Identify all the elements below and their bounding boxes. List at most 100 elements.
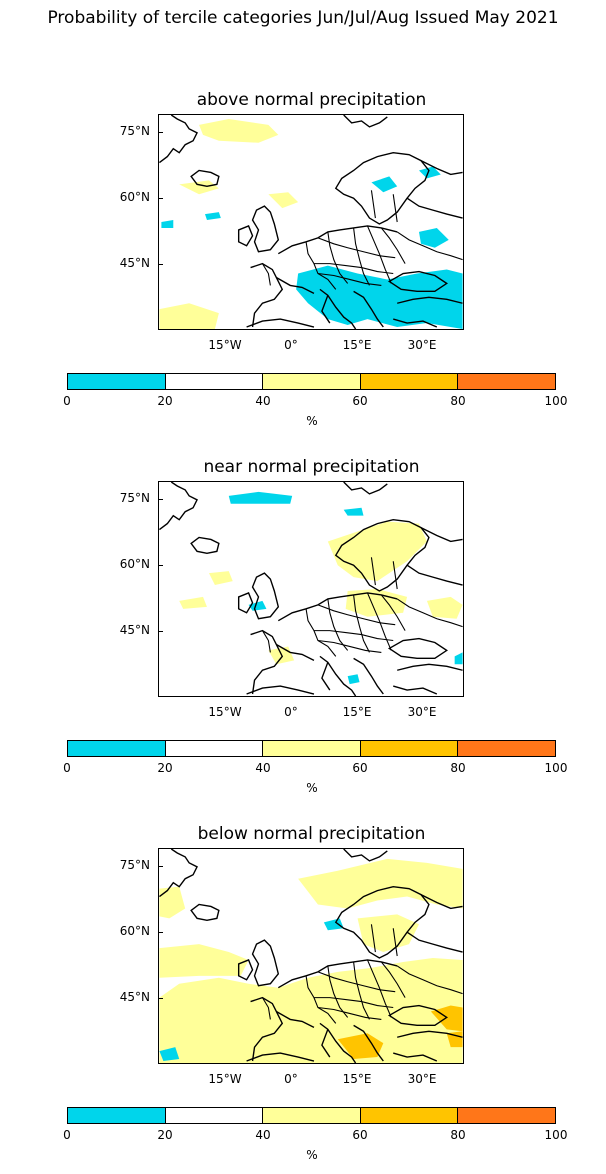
longitude-label: 0° [284, 1072, 298, 1086]
longitude-label: 0° [284, 705, 298, 719]
colorbar-segment [360, 741, 459, 756]
latitude-tick [158, 932, 163, 933]
colorbar-segment [458, 374, 555, 389]
colorbar-tick-label: 0 [63, 761, 71, 775]
colorbar-segment [458, 741, 555, 756]
coastline [397, 296, 463, 304]
country-border [396, 965, 463, 995]
panel-title: below normal precipitation [197, 824, 426, 844]
colorbar-segment [360, 1108, 459, 1123]
country-border [317, 604, 396, 626]
coastline [321, 662, 331, 691]
coastline [387, 270, 448, 293]
probability-region [446, 1031, 463, 1048]
probability-region [159, 1047, 180, 1062]
latitude-label: 75°N [119, 491, 150, 505]
probability-region [159, 886, 186, 919]
country-border [313, 263, 394, 275]
probability-region [248, 600, 267, 611]
probability-region [268, 192, 299, 209]
colorbar-segment [458, 1108, 555, 1123]
coastline [250, 262, 284, 328]
country-border [392, 194, 398, 223]
map-svg [159, 849, 463, 1063]
coastline [397, 1030, 463, 1038]
coastline [251, 572, 280, 620]
latitude-tick [158, 198, 163, 199]
longitude-label: 15°E [342, 705, 372, 719]
probability-region [454, 652, 463, 665]
coastline [343, 849, 388, 862]
probability-region [418, 227, 449, 248]
probability-region [323, 918, 344, 931]
colorbar-tick-label: 100 [544, 761, 568, 775]
colorbar-tick-label: 80 [450, 394, 466, 408]
coastline [159, 849, 198, 898]
country-border [370, 924, 376, 953]
latitude-tick [158, 132, 163, 133]
coastline [251, 939, 280, 987]
colorbar-tick-label: 0 [63, 394, 71, 408]
country-border [317, 272, 382, 286]
coastline [275, 643, 315, 661]
longitude-label: 30°E [407, 705, 437, 719]
colorbar-segment [360, 374, 459, 389]
coastline [246, 685, 315, 695]
country-border [305, 975, 337, 1024]
probability-region [296, 265, 463, 329]
panel-below-normal: below normal precipitation 75°N 60°N 45°N 15… [0, 824, 606, 1168]
coastline [159, 482, 198, 531]
coastline [190, 903, 220, 922]
probability-region [199, 118, 279, 143]
probability-region [337, 1033, 384, 1060]
latitude-tick [158, 264, 163, 265]
colorbar-tick-label: 100 [544, 1128, 568, 1142]
country-border [396, 598, 463, 628]
country-border [317, 639, 382, 653]
latitude-label: 45°N [119, 256, 150, 270]
country-border [327, 231, 349, 284]
coastline [420, 159, 463, 176]
probability-region [208, 571, 233, 586]
coastline [353, 290, 384, 328]
colorbar-tick-label: 40 [255, 761, 271, 775]
map-svg [159, 115, 463, 329]
probability-region [298, 858, 463, 909]
coastline [237, 592, 254, 614]
coastline [250, 629, 284, 695]
coastline [353, 1024, 384, 1062]
colorbar-segment [165, 374, 264, 389]
colorbar-tick-label: 20 [157, 1128, 173, 1142]
country-border [353, 227, 370, 286]
coastline [275, 276, 315, 294]
country-border [380, 227, 406, 264]
coastline [387, 1004, 448, 1027]
coastline [406, 564, 463, 586]
latitude-label: 60°N [119, 557, 150, 571]
colorbar-tick-label: 40 [255, 1128, 271, 1142]
colorbar-tick-label: 60 [352, 761, 368, 775]
probability-region [343, 507, 364, 516]
country-border [353, 961, 370, 1020]
country-border [392, 561, 398, 590]
coastline [406, 931, 463, 953]
colorbar-segment [165, 741, 264, 756]
country-border [317, 237, 396, 259]
colorbar-segment [263, 374, 361, 389]
country-border [366, 592, 392, 651]
longitude-label: 15°W [208, 1072, 242, 1086]
coastline [251, 205, 280, 253]
country-border [353, 594, 370, 653]
coastline [393, 318, 438, 328]
country-border [380, 961, 406, 998]
probability-region [179, 596, 207, 609]
probability-region [179, 180, 219, 195]
country-border [396, 231, 463, 261]
colorbar [67, 740, 556, 757]
colorbar-tick-label: 0 [63, 1128, 71, 1142]
coastline [319, 288, 357, 329]
coastline [277, 592, 398, 622]
longitude-label: 15°E [342, 1072, 372, 1086]
coastline [397, 663, 463, 671]
probability-region [161, 220, 174, 228]
